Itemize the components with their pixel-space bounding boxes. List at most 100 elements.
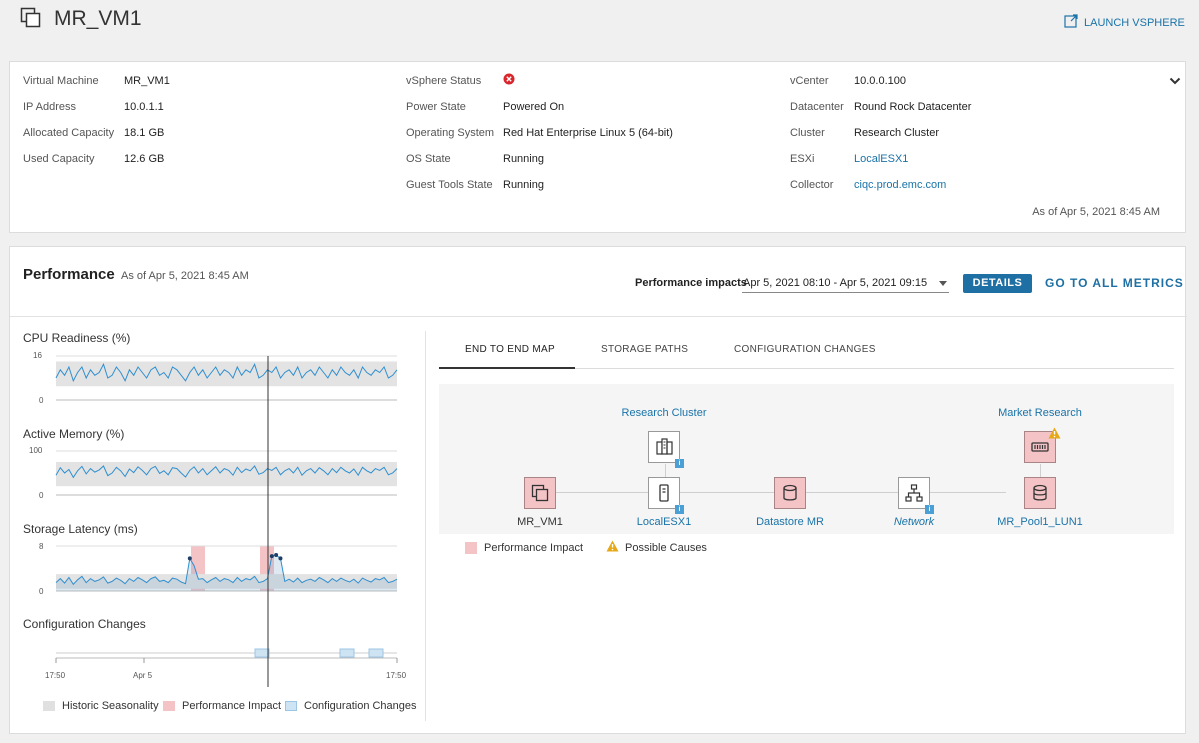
info-value: 10.0.1.1 <box>124 101 164 113</box>
info-label: Guest Tools State <box>406 179 493 191</box>
peak-point <box>269 554 274 559</box>
info-value: Powered On <box>503 101 565 113</box>
server-icon <box>659 484 669 502</box>
vm-icon <box>20 7 42 29</box>
cluster-icon <box>656 438 673 455</box>
cluster-node[interactable] <box>648 431 680 463</box>
info-value: Round Rock Datacenter <box>854 101 972 113</box>
node-label-link[interactable]: MR_Pool1_LUN1 <box>997 516 1083 528</box>
legend-item: Historic Seasonality <box>43 700 159 712</box>
group-label-research-cluster[interactable]: Research Cluster <box>621 407 707 419</box>
info-label: ESXi <box>790 153 815 165</box>
performance-impacts-label: Performance impacts <box>635 277 747 289</box>
series-line <box>55 363 398 383</box>
chart-title: Storage Latency (ms) <box>23 522 138 536</box>
chart-title: Active Memory (%) <box>23 427 125 441</box>
info-label: Operating System <box>406 127 495 139</box>
legend-swatch <box>163 701 175 711</box>
x-tick-label: 17:50 <box>45 671 66 680</box>
node-label-link[interactable]: Datastore MR <box>756 516 824 528</box>
info-label: Collector <box>790 179 834 191</box>
info-value: Red Hat Enterprise Linux 5 (64-bit) <box>503 127 673 139</box>
tab-bar-line <box>439 368 1174 369</box>
external-link-icon <box>1064 14 1078 31</box>
info-label: Allocated Capacity <box>23 127 115 139</box>
collector-link[interactable]: ciqc.prod.emc.com <box>854 179 947 191</box>
peak-point <box>278 556 283 561</box>
legend-swatch <box>465 542 477 554</box>
go-to-all-metrics-link[interactable]: GO TO ALL METRICS <box>1045 276 1184 290</box>
info-value: 12.6 GB <box>124 153 165 165</box>
x-tick-label: Apr 5 <box>133 671 153 680</box>
group-label-market-research[interactable]: Market Research <box>998 407 1082 419</box>
y-tick-label: 0 <box>39 587 44 596</box>
info-as-of: As of Apr 5, 2021 8:45 AM <box>1032 206 1160 218</box>
vm-summary-card: Virtual Machine MR_VM1 IP Address 10.0.1… <box>9 61 1186 233</box>
info-badge-icon[interactable]: i <box>675 505 684 514</box>
info-label: Used Capacity <box>23 153 95 165</box>
info-badge-icon[interactable]: i <box>925 505 934 514</box>
storage-array-icon <box>1031 442 1049 452</box>
node-label-link[interactable]: LocalESX1 <box>636 516 692 528</box>
info-value: Research Cluster <box>854 127 939 139</box>
info-value: Running <box>503 153 544 165</box>
node-label: MR_VM1 <box>517 516 563 528</box>
legend-swatch <box>43 701 55 711</box>
map-connector <box>665 464 666 477</box>
info-label: vSphere Status <box>406 75 482 87</box>
info-label: Cluster <box>790 127 825 139</box>
node-label-link[interactable]: Network <box>893 516 935 528</box>
info-badge-icon[interactable]: i <box>675 459 684 468</box>
tab-storage-paths[interactable]: STORAGE PATHS <box>601 344 689 355</box>
y-tick-label: 0 <box>39 396 44 405</box>
info-value: Running <box>503 179 544 191</box>
warning-icon <box>1048 426 1061 444</box>
info-label: Power State <box>406 101 466 113</box>
launch-vsphere-button[interactable]: LAUNCH VSPHERE <box>1064 14 1185 31</box>
datastore-node[interactable] <box>774 477 806 509</box>
chevron-down-icon[interactable] <box>1169 73 1181 85</box>
legend-label: Configuration Changes <box>304 700 417 712</box>
lun-node[interactable] <box>1024 477 1056 509</box>
error-circle-icon <box>503 73 515 88</box>
vm-node[interactable] <box>524 477 556 509</box>
info-value: 10.0.0.100 <box>854 75 906 87</box>
active-tab-indicator <box>439 367 575 369</box>
info-value: 18.1 GB <box>124 127 165 139</box>
chart-title: CPU Readiness (%) <box>23 331 131 345</box>
info-label: Virtual Machine <box>23 75 99 87</box>
legend-item: Performance Impact <box>163 700 281 712</box>
config-change-marker <box>254 648 270 658</box>
esxi-node[interactable] <box>648 477 680 509</box>
details-button[interactable]: DETAILS <box>963 274 1032 293</box>
map-legend-item: Performance Impact <box>465 542 583 554</box>
esxi-link[interactable]: LocalESX1 <box>854 153 909 165</box>
divider <box>10 316 1187 317</box>
peak-point <box>274 553 279 557</box>
performance-as-of: As of Apr 5, 2021 8:45 AM <box>121 270 249 282</box>
y-tick-label: 8 <box>39 542 44 551</box>
performance-charts <box>55 355 398 687</box>
x-tick-label: 17:50 <box>386 671 407 680</box>
legend-label: Performance Impact <box>484 542 584 554</box>
legend-label: Performance Impact <box>182 700 282 712</box>
tab-end-to-end-map[interactable]: END TO END MAP <box>465 344 555 355</box>
seasonality-band <box>56 574 397 589</box>
map-connector <box>1040 464 1041 477</box>
time-range-select[interactable]: Apr 5, 2021 08:10 - Apr 5, 2021 09:15 <box>742 273 949 293</box>
seasonality-band <box>56 361 397 387</box>
info-label: OS State <box>406 153 451 165</box>
legend-label: Historic Seasonality <box>62 700 159 712</box>
dropdown-caret-icon <box>939 281 947 286</box>
y-tick-label: 100 <box>29 446 43 455</box>
y-tick-label: 0 <box>39 491 44 500</box>
info-label: vCenter <box>790 75 829 87</box>
series-line <box>55 465 398 479</box>
y-tick-label: 16 <box>33 351 42 360</box>
network-icon <box>905 484 923 502</box>
network-node[interactable] <box>898 477 930 509</box>
page-title: MR_VM1 <box>54 7 142 30</box>
series-line <box>55 554 398 586</box>
seasonality-band <box>56 462 397 487</box>
tab-configuration-changes[interactable]: CONFIGURATION CHANGES <box>734 344 876 355</box>
